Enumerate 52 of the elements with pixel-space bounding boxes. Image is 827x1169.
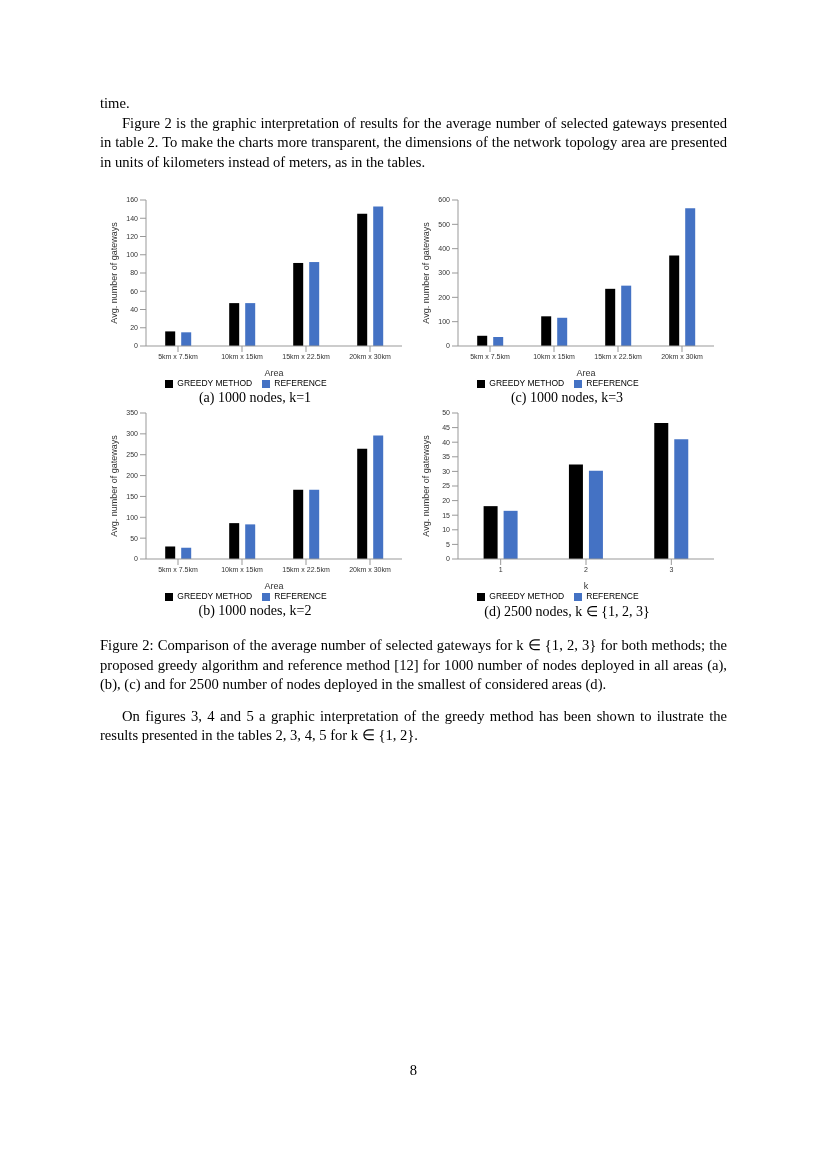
text: (c) 1000 nodes, k=3 (509, 390, 625, 406)
text: On figures 3, 4 and 5 a graphic interpretation of the greedy method has been shown to ilustrate the results presented in the tables 2, 3, 4, 5 for k ∈ {1, 2}. (100, 706, 727, 745)
text: (d) 2500 nodes, k ∈ {1, 2, 3} (483, 603, 651, 620)
legend-label: REFERENCE (586, 378, 639, 388)
bar (357, 448, 368, 559)
caption: Figure 2 is the graphic interpretation of results for the average number of selected gateways presented in table 2. To make the charts more transparent, the dimensions of the network topology area are presented in units of kilometers instead of meters, as in the tables. (100, 113, 727, 172)
y-axis-title: Avg. number of gateways (109, 434, 120, 537)
bar (674, 439, 689, 559)
legend-label: GREEDY METHOD (177, 378, 253, 388)
bar (181, 332, 192, 346)
bar (654, 422, 669, 559)
bar (245, 303, 256, 346)
bar (309, 489, 320, 559)
bar (229, 523, 240, 559)
bar (685, 208, 696, 346)
bar (373, 206, 384, 346)
bar (541, 316, 552, 346)
bar (309, 262, 320, 346)
bar (557, 317, 568, 346)
bar (245, 524, 256, 559)
x-axis-title: k (583, 581, 589, 591)
text: (a) 1000 nodes, k=1 (197, 390, 313, 406)
text: time. (100, 94, 131, 113)
bar (568, 464, 583, 559)
bar (483, 506, 498, 559)
bar (357, 213, 368, 346)
legend-label: REFERENCE (586, 591, 639, 601)
bar (229, 303, 240, 346)
x-axis-title: Area (576, 368, 596, 378)
text: 8 (408, 1061, 419, 1080)
legend-label: GREEDY METHOD (489, 378, 565, 388)
legend-label: REFERENCE (274, 378, 327, 388)
bar (165, 331, 176, 346)
caption: Figure 2: Comparison of the average number of selected gateways for k ∈ {1, 2, 3} for both methods; the proposed greedy algorithm and reference method [12] for 1000 number of nodes deployed in all areas (a), (b), (c) and for 2500 number of nodes deployed in the smallest of considered areas (d). (100, 636, 727, 694)
bar (165, 546, 176, 559)
bar (293, 489, 304, 559)
legend-label: GREEDY METHOD (177, 591, 253, 601)
text: (b) 1000 nodes, k=2 (197, 603, 313, 619)
bar (621, 285, 632, 346)
x-axis-title: Area (264, 368, 284, 378)
bar (605, 288, 616, 346)
y-axis-title: Avg. number of gateways (109, 221, 120, 324)
x-axis-title: Area (264, 581, 284, 591)
legend-label: GREEDY METHOD (489, 591, 565, 601)
bar (669, 255, 680, 346)
y-axis-title: Avg. number of gateways (421, 221, 432, 324)
y-axis-title: Avg. number of gateways (421, 434, 432, 537)
bar (588, 470, 603, 559)
bar (503, 510, 518, 559)
bar (373, 435, 384, 559)
legend-label: REFERENCE (274, 591, 327, 601)
bar (293, 262, 304, 346)
